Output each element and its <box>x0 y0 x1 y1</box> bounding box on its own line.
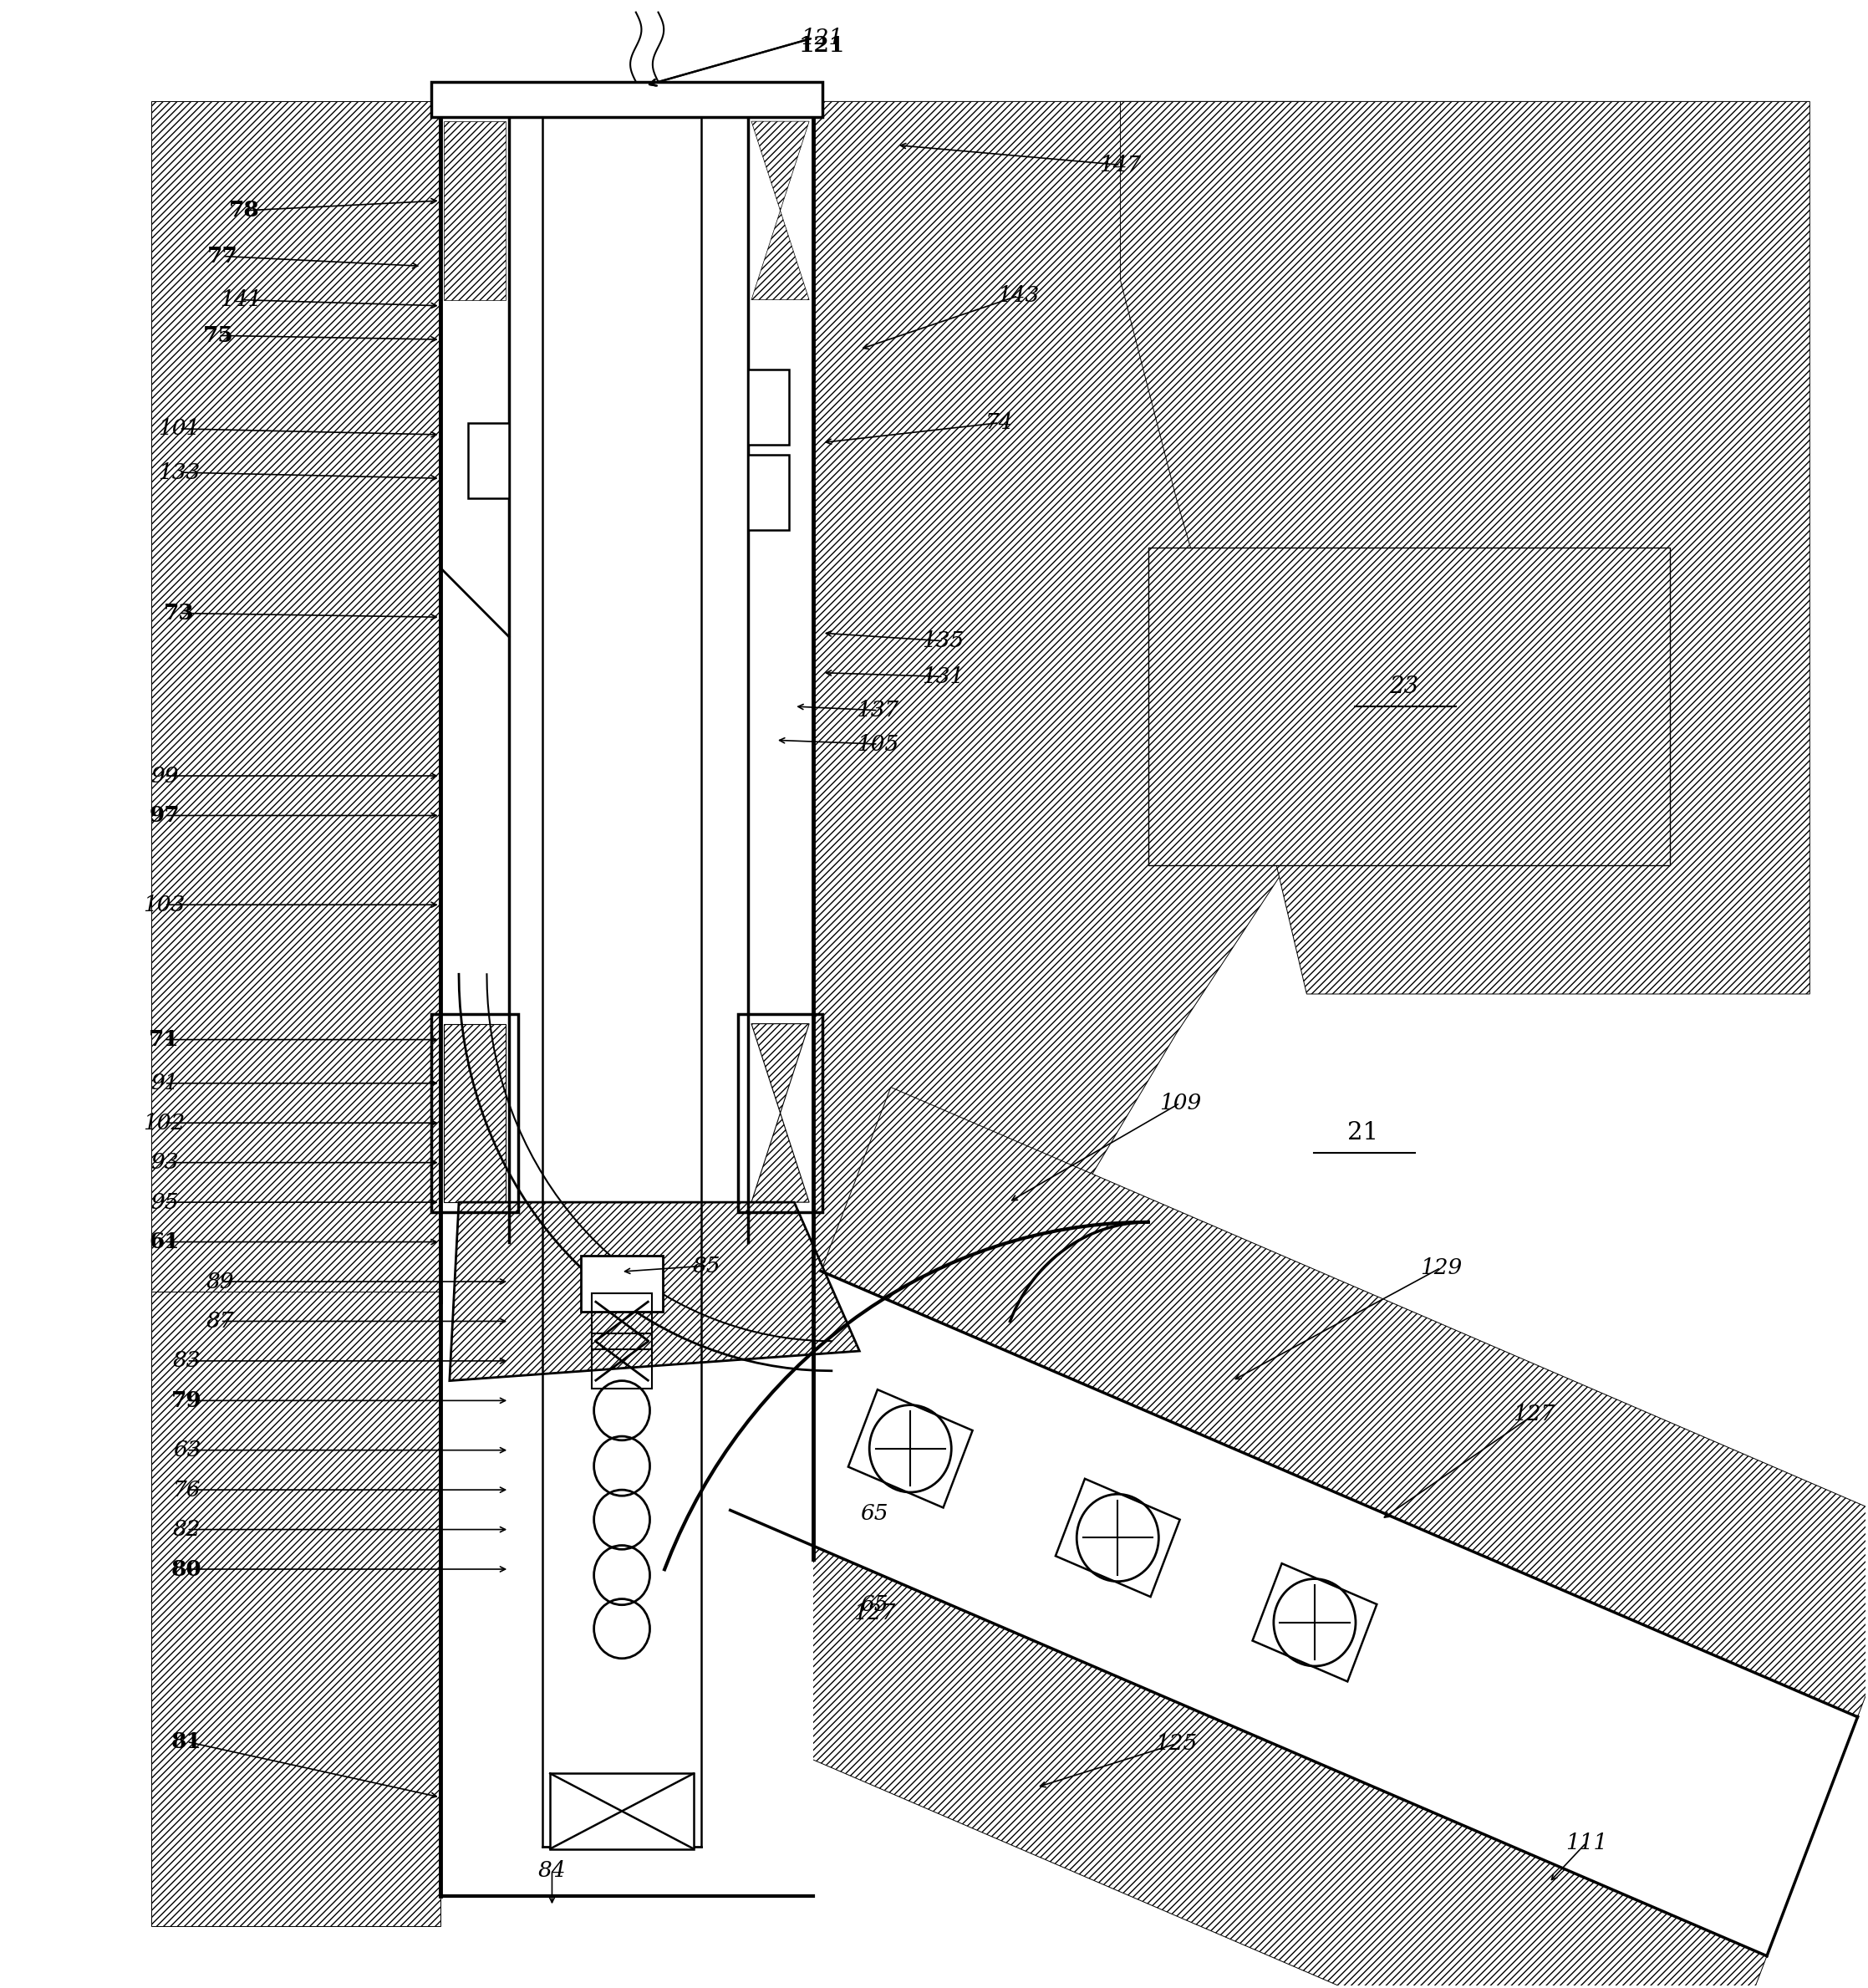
Text: 95: 95 <box>151 1191 179 1213</box>
Text: 137: 137 <box>857 700 899 722</box>
Polygon shape <box>445 121 506 300</box>
Text: 133: 133 <box>159 461 200 483</box>
Bar <box>592 1294 652 1350</box>
Bar <box>592 1334 652 1390</box>
Polygon shape <box>822 1087 1868 1718</box>
Polygon shape <box>813 101 1308 1628</box>
Text: 105: 105 <box>857 734 899 755</box>
Text: 65: 65 <box>861 1503 889 1525</box>
Text: 135: 135 <box>923 630 964 652</box>
Bar <box>441 111 813 1897</box>
Text: 75: 75 <box>204 326 234 346</box>
Text: 99: 99 <box>151 765 179 787</box>
Text: 89: 89 <box>205 1270 234 1292</box>
Text: 125: 125 <box>1154 1734 1197 1753</box>
Bar <box>747 455 788 531</box>
Text: 71: 71 <box>149 1030 179 1050</box>
Polygon shape <box>450 1203 859 1382</box>
Polygon shape <box>1055 1479 1181 1596</box>
Text: 84: 84 <box>538 1861 566 1881</box>
Polygon shape <box>1149 549 1670 865</box>
Text: 83: 83 <box>174 1350 200 1372</box>
Text: 109: 109 <box>1158 1093 1201 1113</box>
Text: 147: 147 <box>1100 155 1141 175</box>
Bar <box>747 370 788 445</box>
Polygon shape <box>661 1511 1767 1988</box>
Text: 80: 80 <box>172 1559 202 1580</box>
Polygon shape <box>813 1292 878 1588</box>
Text: 77: 77 <box>207 247 237 266</box>
Polygon shape <box>151 1292 441 1926</box>
Bar <box>551 1773 693 1849</box>
Polygon shape <box>751 121 809 300</box>
Polygon shape <box>1121 101 1810 994</box>
Text: 103: 103 <box>144 895 185 914</box>
Text: 93: 93 <box>151 1153 179 1173</box>
Text: 131: 131 <box>923 666 964 688</box>
Bar <box>469 423 510 499</box>
Text: 97: 97 <box>149 805 179 825</box>
Polygon shape <box>151 101 441 1906</box>
Text: 78: 78 <box>230 201 260 221</box>
Text: 101: 101 <box>159 417 200 439</box>
Text: 76: 76 <box>174 1479 200 1501</box>
Text: 79: 79 <box>172 1390 202 1411</box>
Bar <box>738 1014 822 1213</box>
Text: 61: 61 <box>149 1231 179 1252</box>
Text: 74: 74 <box>984 412 1012 433</box>
Text: 111: 111 <box>1565 1833 1606 1853</box>
Text: 127: 127 <box>1513 1404 1554 1425</box>
Text: 82: 82 <box>174 1519 200 1541</box>
Bar <box>432 1014 519 1213</box>
Text: 23: 23 <box>1388 676 1418 698</box>
Polygon shape <box>848 1390 973 1507</box>
Bar <box>581 1256 663 1312</box>
Text: 65: 65 <box>861 1594 889 1616</box>
Text: 121: 121 <box>800 36 844 56</box>
Polygon shape <box>445 1024 506 1203</box>
Text: 141: 141 <box>220 290 262 310</box>
Text: 81: 81 <box>172 1732 202 1751</box>
Bar <box>432 82 822 117</box>
Polygon shape <box>730 1270 1857 1956</box>
Text: 143: 143 <box>998 286 1039 306</box>
Text: 121: 121 <box>801 28 842 48</box>
Text: 129: 129 <box>1420 1256 1463 1278</box>
Polygon shape <box>1252 1563 1377 1682</box>
Text: 102: 102 <box>144 1113 185 1133</box>
Text: 63: 63 <box>174 1439 200 1461</box>
Text: 87: 87 <box>205 1310 234 1332</box>
Polygon shape <box>751 1024 809 1203</box>
Text: 85: 85 <box>693 1254 721 1276</box>
Text: 127: 127 <box>854 1602 895 1624</box>
Text: 91: 91 <box>151 1074 179 1093</box>
Text: 21: 21 <box>1347 1121 1379 1145</box>
Text: 73: 73 <box>164 602 194 624</box>
